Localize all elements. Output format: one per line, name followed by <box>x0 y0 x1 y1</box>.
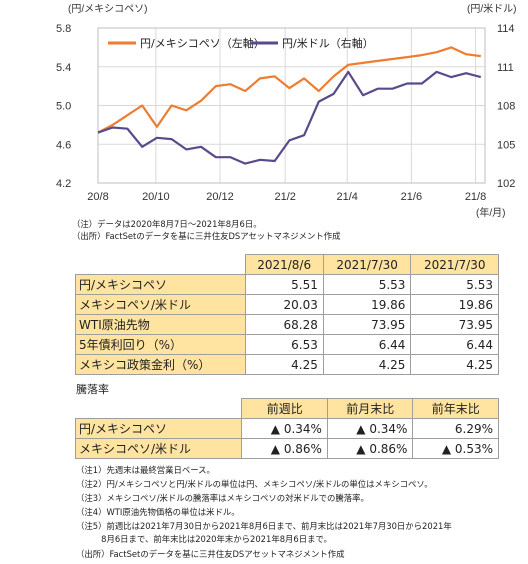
footnote-5: （注5）前週比は2021年7月30日から2021年8月6日まで、前月末比は202… <box>76 521 452 531</box>
x-tick-label: 20/10 <box>142 191 170 203</box>
cell-value: 6.44 <box>322 334 412 355</box>
table-row: メキシコペソ/米ドル 20.03 19.86 19.86 <box>75 294 499 315</box>
cell-value: 4.25 <box>410 354 499 375</box>
cell-value: 6.29% <box>412 418 499 439</box>
chart-note-period: （注）データは2020年8月7日～2021年8月6日。 <box>72 219 262 229</box>
y-left-tick-label: 4.6 <box>56 139 71 151</box>
y-right-tick-label: 114 <box>497 23 515 35</box>
table2-header: 前年末比 <box>412 398 499 419</box>
footnote-3: （注3）メキシコペソ/米ドルの騰落率はメキシコペソの対米ドルでの騰落率。 <box>76 493 369 503</box>
series-line-jpy-mxn <box>97 46 481 134</box>
table-row: 5年債利回り（%） 6.53 6.44 6.44 <box>75 334 499 355</box>
row-label: 円/メキシコペソ <box>74 418 243 439</box>
chart-note-source: （出所）FactSetのデータを基に三井住友DSアセットマネジメント作成 <box>72 231 341 241</box>
y-right-tick-label: 108 <box>497 101 515 113</box>
table-row: メキシコ政策金利（%） 4.25 4.25 4.25 <box>75 354 499 375</box>
cell-value: 20.03 <box>244 294 324 315</box>
cell-value: 6.53 <box>244 334 324 355</box>
legend-label: 円/メキシコペソ（左軸） <box>140 36 265 50</box>
y-right-tick-label: 105 <box>497 139 515 151</box>
cell-value: 4.25 <box>244 354 324 375</box>
x-tick-label: 20/8 <box>87 191 108 203</box>
table-row: メキシコペソ/米ドル ▲ 0.86% ▲ 0.86% ▲ 0.53% <box>74 438 499 459</box>
table1-corner <box>75 254 246 275</box>
row-label: WTI原油先物 <box>75 314 246 335</box>
y-right-tick-label: 102 <box>497 178 515 190</box>
table1-header-date: 2021/7/30 <box>410 254 499 275</box>
market-data-table: 2021/8/6 2021/7/30 2021/7/30 円/メキシコペソ 5.… <box>75 254 499 375</box>
cell-value: ▲ 0.34% <box>241 418 328 439</box>
y-left-tick-label: 5.4 <box>56 62 71 74</box>
right-axis-unit: (円/米ドル) <box>467 2 516 15</box>
cell-value: 19.86 <box>322 294 412 315</box>
cell-value: 73.95 <box>322 314 412 335</box>
table1-header-date: 2021/7/30 <box>322 254 412 275</box>
footnote-4: （注4）WTI原油先物価格の単位は米ドル。 <box>76 507 240 517</box>
x-tick-label: 21/8 <box>465 191 486 203</box>
row-label: メキシコペソ/米ドル <box>74 438 243 459</box>
fx-line-chart: 5.8 5.4 5.0 4.6 4.2 114 111 108 105 102 20/8 20/10 2… <box>56 2 516 219</box>
row-label: 5年債利回り（%） <box>75 334 246 355</box>
cell-value: 5.51 <box>244 274 324 295</box>
table2-header: 前月末比 <box>326 398 414 419</box>
left-axis-unit: (円/メキシコペソ) <box>68 4 147 15</box>
footnote-2: （注2）円/メキシコペソと円/米ドルの単位は円、メキシコペソ/米ドルの単位はメキ… <box>76 479 433 489</box>
row-label: メキシコペソ/米ドル <box>75 294 246 315</box>
cell-value: 68.28 <box>244 314 324 335</box>
y-left-tick-label: 5.0 <box>56 101 71 113</box>
y-right-tick-label: 111 <box>497 62 514 74</box>
cell-value: 73.95 <box>410 314 499 335</box>
cell-value: 5.53 <box>322 274 412 295</box>
cell-value: 19.86 <box>410 294 499 315</box>
cell-value: 6.44 <box>410 334 499 355</box>
row-label: メキシコ政策金利（%） <box>75 354 246 375</box>
plot-area <box>97 27 486 184</box>
cell-value: 5.53 <box>410 274 499 295</box>
cell-value: 4.25 <box>322 354 412 375</box>
cell-value: ▲ 0.86% <box>241 438 328 459</box>
change-rate-caption: 騰落率 <box>76 383 109 396</box>
x-tick-label: 21/6 <box>401 191 422 203</box>
y-left-tick-label: 4.2 <box>56 178 71 190</box>
table2-corner <box>75 398 243 419</box>
table-row: WTI原油先物 68.28 73.95 73.95 <box>75 314 499 335</box>
x-tick-label: 20/12 <box>206 191 234 203</box>
table-row: 円/メキシコペソ 5.51 5.53 5.53 <box>75 274 499 295</box>
table1-header-date: 2021/8/6 <box>244 254 324 275</box>
x-tick-label: 21/4 <box>337 191 358 203</box>
series-line-jpy-usd <box>97 70 482 165</box>
footnote-source: （出所）FactSetのデータを基に三井住友DSアセットマネジメント作成 <box>76 549 345 559</box>
footnote-5-cont: 8月6日まで、前年末比は2020年末から2021年8月6日まで。 <box>76 534 332 544</box>
cell-value: ▲ 0.34% <box>326 418 414 439</box>
table-row: 円/メキシコペソ ▲ 0.34% ▲ 0.34% 6.29% <box>74 418 499 439</box>
cell-value: ▲ 0.86% <box>326 438 414 459</box>
x-axis-unit: (年/月) <box>476 206 505 219</box>
x-tick-label: 21/2 <box>274 191 295 203</box>
cell-value: ▲ 0.53% <box>412 438 499 459</box>
table2-header: 前週比 <box>241 398 328 419</box>
change-rate-table: 前週比 前月末比 前年末比 円/メキシコペソ ▲ 0.34% ▲ 0.34% 6… <box>74 398 499 459</box>
footnote-1: （注1）先週末は最終営業日ベース。 <box>76 465 215 475</box>
legend-label: 円/米ドル（右軸） <box>282 36 374 50</box>
y-left-tick-label: 5.8 <box>56 23 71 35</box>
row-label: 円/メキシコペソ <box>75 274 246 295</box>
